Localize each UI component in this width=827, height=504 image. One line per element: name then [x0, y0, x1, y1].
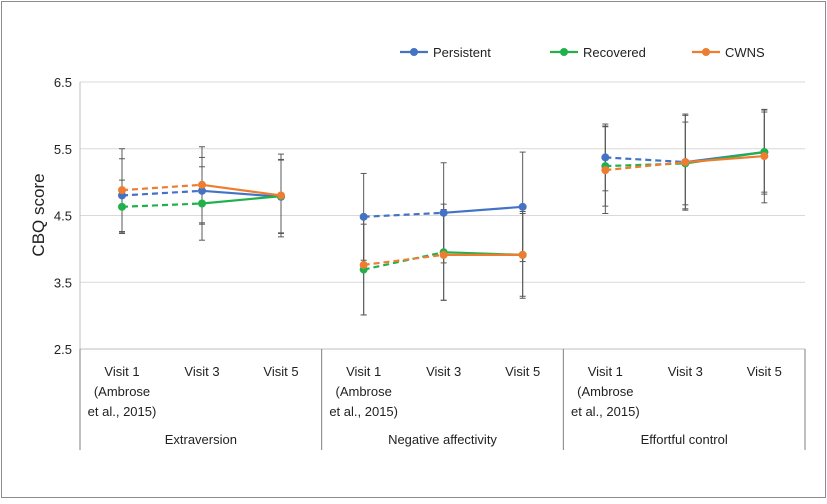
x-tick-label: (Ambrose	[94, 384, 150, 399]
y-tick-label: 4.5	[54, 209, 72, 224]
group-label: Extraversion	[165, 432, 237, 447]
series-line-persistent-dashed	[363, 211, 444, 218]
series-line-persistent	[443, 205, 523, 214]
legend-marker-cwns	[702, 48, 710, 56]
series-line-cwns-dashed	[363, 253, 444, 266]
data-point-persistent	[198, 186, 206, 195]
data-point-cwns	[439, 250, 448, 259]
legend-label-cwns: CWNS	[725, 45, 765, 60]
x-tick-label: Visit 1	[104, 364, 139, 379]
y-axis-label: CBQ score	[29, 173, 48, 256]
y-tick-label: 6.5	[54, 75, 72, 90]
data-point-recovered	[118, 202, 126, 211]
x-tick-label: (Ambrose	[335, 384, 391, 399]
x-tick-label: et al., 2015)	[571, 404, 640, 419]
x-tick-label: Visit 5	[263, 364, 298, 379]
x-tick-label: Visit 5	[747, 364, 782, 379]
x-tick-label: Visit 5	[505, 364, 540, 379]
data-point-cwns	[118, 186, 126, 195]
y-tick-label: 5.5	[54, 142, 72, 157]
legend-label-recovered: Recovered	[583, 45, 646, 60]
x-tick-label: Visit 3	[668, 364, 703, 379]
data-point-persistent	[359, 212, 368, 221]
data-point-persistent	[439, 208, 448, 217]
series-line-cwns-dashed	[121, 183, 203, 192]
data-point-persistent	[601, 153, 610, 162]
series-line-cwns-dashed	[605, 161, 686, 172]
x-axis: Visit 1 (Ambrose et al., 2015) Visit 3 Visit…	[79, 348, 806, 450]
x-tick-label: Visit 3	[426, 364, 461, 379]
data-point-cwns	[359, 260, 368, 269]
data-point-recovered	[198, 199, 206, 208]
group-label: Effortful control	[641, 432, 728, 447]
y-tick-label: 2.5	[54, 342, 72, 357]
x-tick-label: Visit 3	[184, 364, 219, 379]
series-line-cwns	[201, 183, 282, 197]
legend: Persistent Recovered CWNS	[400, 45, 765, 60]
data-point-cwns	[760, 152, 769, 161]
x-tick-label: Visit 1	[588, 364, 623, 379]
legend-marker-persistent	[410, 48, 418, 56]
series-line-recovered-dashed	[605, 162, 686, 168]
series-line-persistent-dashed	[121, 189, 203, 197]
x-tick-label: et al., 2015)	[329, 404, 398, 419]
x-tick-label: Visit 1	[346, 364, 381, 379]
data-point-cwns	[681, 158, 690, 167]
data-point-persistent	[518, 202, 527, 211]
data-point-cwns	[277, 191, 285, 200]
series-line-recovered	[201, 195, 282, 205]
y-axis: 2.5 3.5 4.5 5.5 6.5	[54, 75, 81, 357]
legend-marker-recovered	[560, 48, 568, 56]
data-point-cwns	[518, 250, 527, 259]
series-line-persistent	[201, 189, 282, 198]
series-lines	[121, 150, 765, 271]
y-tick-label: 3.5	[54, 275, 72, 290]
data-point-cwns	[198, 180, 206, 189]
data-point-cwns	[601, 166, 610, 175]
x-tick-label: et al., 2015)	[88, 404, 157, 419]
x-tick-label: (Ambrose	[577, 384, 633, 399]
series-points	[118, 148, 769, 274]
legend-label-persistent: Persistent	[433, 45, 491, 60]
series-line-persistent-dashed	[605, 156, 686, 164]
series-line-recovered-dashed	[121, 202, 203, 208]
series-line-cwns	[685, 154, 765, 164]
group-label: Negative affectivity	[388, 432, 497, 447]
